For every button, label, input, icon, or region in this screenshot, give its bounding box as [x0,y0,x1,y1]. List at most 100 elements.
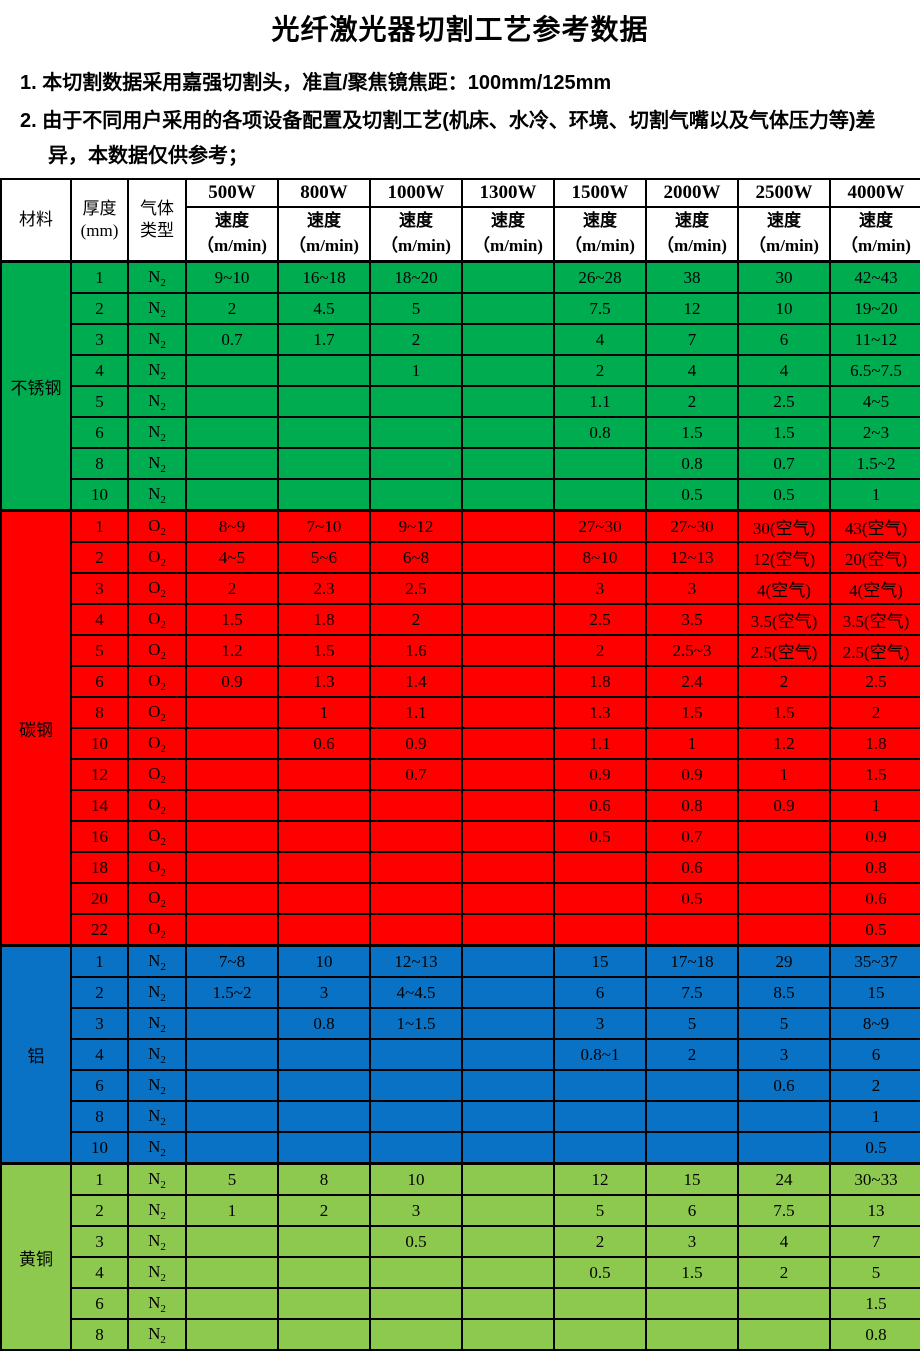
speed-cell [277,478,371,512]
note-1: 1. 本切割数据采用嘉强切割头，准直/聚焦镜焦距：100mm/125mm [20,72,612,94]
gas-letter: N [148,950,161,970]
speed-cell: 0.5 [737,478,831,512]
speed-cell [461,509,555,543]
gas-subscript: 2 [160,928,166,941]
gas-subscript: 2 [160,1146,166,1159]
speed-cell [277,1256,371,1289]
speed-cell: 2 [829,1069,920,1102]
gas-letter: N [148,1136,161,1156]
gas-letter: N [148,390,161,410]
speed-cell: 12 [553,1162,647,1196]
speed-cell: 6~8 [369,541,463,574]
gas-letter: O [148,608,161,628]
speed-cell: 0.6 [553,789,647,822]
gas-type-cell: N2 [127,1287,187,1320]
speed-cell: 1.5 [645,1256,739,1289]
gas-letter: N [148,1261,161,1281]
material-label: 铝 [0,944,72,1165]
speed-cell [185,354,279,387]
header-thickness-line2: (mm) [80,221,119,240]
speed-cell [553,913,647,947]
speed-cell: 4(空气) [829,572,920,605]
speed-cell [461,1007,555,1040]
header-speed: 速度 （m/min) [277,206,371,263]
speed-header-row: 速度 （m/min) 速度 （m/min) 速度 （m/min) 速度 （m/min) 速度 （m… [1,206,920,263]
speed-cell [369,1287,463,1320]
speed-cell [461,1256,555,1289]
speed-cell [737,851,831,884]
table-row: 16 O2 0.5 0.7 0.9 [1,820,920,853]
table-row: 碳钢 1 O2 8~9 7~10 9~12 27~30 27~30 30(空气) 43(空气) [0,509,920,947]
gas-type-cell: N2 [127,1162,187,1196]
speed-cell: 1.6 [369,634,463,667]
gas-subscript: 2 [160,991,166,1004]
thickness-cell: 1 [70,1162,129,1196]
speed-cell [277,1100,371,1133]
thickness-cell: 12 [70,758,129,791]
speed-cell: 3 [645,572,739,605]
speed-cell: 1.3 [277,665,371,698]
speed-cell: 2 [645,1038,739,1071]
speed-cell [461,1225,555,1258]
table-row: 6 N2 0.8 1.5 1.5 2~3 [1,416,920,449]
table-row: 2 O2 4~5 5~6 6~8 8~10 12~13 12(空气) 20(空气) [1,541,920,574]
speed-cell: 7~10 [277,509,371,543]
gas-letter: N [148,1323,161,1343]
speed-cell: 0.7 [369,758,463,791]
thickness-cell: 5 [70,385,129,418]
gas-letter: O [148,856,161,876]
header-speed: 速度 （m/min) [829,206,920,263]
speed-cell: 0.5 [553,820,647,853]
speed-cell [461,385,555,418]
speed-cell [369,851,463,884]
speed-cell [461,541,555,574]
speed-cell [185,385,279,418]
table-row: 14 O2 0.6 0.8 0.9 1 [1,789,920,822]
gas-letter: N [148,421,161,441]
gas-letter: O [148,546,161,566]
speed-cell: 3 [369,1194,463,1227]
speed-cell [737,882,831,915]
speed-cell [277,1318,371,1351]
table-row: 6 O2 0.9 1.3 1.4 1.8 2.4 2 2.5 [1,665,920,698]
speed-cell [461,1162,555,1196]
speed-cell [645,1069,739,1102]
speed-cell: 1.5 [277,634,371,667]
gas-type-cell: O2 [127,509,187,543]
speed-cell [461,603,555,636]
gas-letter: N [148,1230,161,1250]
speed-cell: 7 [645,323,739,356]
gas-type-cell: N2 [127,292,187,325]
speed-cell [645,913,739,947]
gas-type-cell: N2 [127,944,187,978]
speed-cell [277,882,371,915]
gas-subscript: 2 [160,711,166,724]
gas-subscript: 2 [160,1209,166,1222]
gas-letter: N [148,1199,161,1219]
header-speed-line2: （m/min) [841,236,911,255]
speed-cell [277,913,371,947]
speed-cell: 12(空气) [737,541,831,574]
thickness-cell: 6 [70,1287,129,1320]
speed-cell [553,1131,647,1165]
speed-cell: 8~9 [185,509,279,543]
speed-cell: 0.7 [737,447,831,480]
speed-cell: 1.5~2 [185,976,279,1009]
speed-cell [369,447,463,480]
speed-cell [277,1069,371,1102]
header-speed-line1: 速度 [399,211,433,231]
speed-cell: 30~33 [829,1162,920,1196]
speed-cell: 6 [553,976,647,1009]
thickness-cell: 3 [70,572,129,605]
gas-subscript: 2 [160,493,166,506]
speed-cell: 0.5 [645,478,739,512]
header-thickness: 厚度 (mm) [70,178,129,263]
speed-cell: 7.5 [737,1194,831,1227]
speed-cell [461,260,555,294]
speed-cell: 1.8 [277,603,371,636]
speed-cell: 38 [645,260,739,294]
gas-letter: N [148,1292,161,1312]
speed-cell: 1.1 [369,696,463,729]
gas-type-cell: N2 [127,260,187,294]
speed-cell [185,1069,279,1102]
